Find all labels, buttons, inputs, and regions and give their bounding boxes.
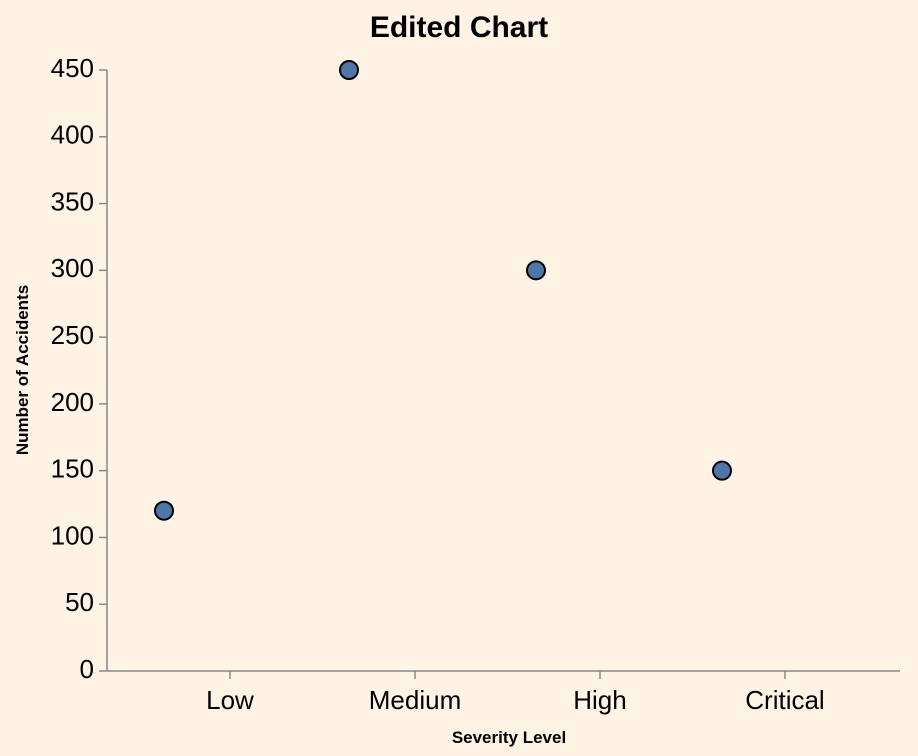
y-tick-label: 250 (51, 320, 94, 350)
x-tick-label: High (573, 685, 626, 715)
y-axis: 0 50 100 150 200 250 300 350 400 450 (51, 53, 108, 684)
data-point-medium[interactable] (339, 60, 359, 80)
chart-title: Edited Chart (370, 11, 548, 44)
x-tick-label: Critical (745, 685, 824, 715)
x-tick-label: Medium (369, 685, 461, 715)
data-point-critical[interactable] (712, 460, 732, 481)
y-axis-title: Number of Accidents (13, 285, 32, 455)
y-tick-label: 450 (51, 53, 94, 83)
x-axis-title: Severity Level (452, 728, 566, 747)
data-points (154, 60, 732, 521)
x-axis: Low Medium High Critical (107, 670, 900, 715)
y-tick-label: 0 (80, 654, 94, 684)
y-tick-label: 350 (51, 186, 94, 216)
y-tick-label: 400 (51, 120, 94, 150)
y-tick-label: 300 (51, 253, 94, 283)
y-tick-label: 200 (51, 387, 94, 417)
data-point-high[interactable] (526, 260, 546, 281)
y-tick-label: 150 (51, 454, 94, 484)
data-point-low[interactable] (154, 500, 174, 521)
x-tick-label: Low (206, 685, 254, 715)
y-tick-label: 100 (51, 520, 94, 550)
y-tick-label: 50 (65, 587, 94, 617)
